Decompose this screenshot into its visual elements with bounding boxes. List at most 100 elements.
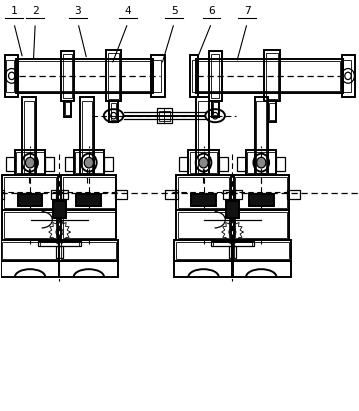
Text: 2: 2 [32, 6, 39, 16]
Bar [232, 240, 291, 261]
Bar [276, 157, 285, 171]
Bar [18, 61, 151, 91]
Bar [234, 242, 289, 259]
Bar [6, 157, 15, 171]
Text: 7: 7 [244, 6, 251, 16]
Bar [234, 210, 289, 240]
Bar [190, 152, 217, 173]
Bar [223, 190, 236, 199]
Circle shape [257, 157, 266, 168]
Bar [255, 97, 268, 175]
Bar [188, 150, 219, 175]
Bar [45, 157, 54, 171]
Bar [0, 190, 4, 199]
Bar [111, 103, 116, 120]
Bar [3, 210, 58, 240]
Bar [219, 157, 228, 171]
Circle shape [25, 157, 35, 168]
Bar [1, 261, 60, 277]
Bar [198, 102, 208, 173]
Bar [256, 102, 266, 173]
Bar [213, 102, 218, 115]
Bar [192, 60, 197, 92]
Bar [75, 152, 103, 173]
Bar [268, 102, 276, 122]
Bar [4, 177, 56, 208]
Bar [211, 54, 219, 98]
Bar [197, 61, 340, 91]
Bar [104, 157, 113, 171]
Bar [16, 152, 44, 173]
Bar [82, 102, 92, 173]
Text: 4: 4 [125, 6, 131, 16]
Text: 6: 6 [208, 6, 215, 16]
Bar [247, 152, 275, 173]
Bar [3, 242, 58, 259]
Bar [63, 177, 115, 208]
Bar [211, 241, 254, 246]
Bar [60, 240, 118, 261]
Bar [18, 194, 42, 206]
Bar [159, 111, 170, 120]
Bar [157, 109, 172, 123]
Bar [108, 53, 119, 99]
Bar [196, 97, 209, 175]
Bar [176, 210, 231, 240]
Bar [153, 60, 160, 92]
Bar [178, 212, 229, 238]
Bar [264, 51, 280, 102]
Bar [343, 60, 351, 92]
Circle shape [199, 157, 208, 168]
Bar [191, 194, 216, 206]
Bar [176, 242, 231, 259]
Bar [196, 58, 343, 93]
Bar [234, 175, 289, 210]
Bar [40, 242, 79, 245]
Bar [190, 55, 198, 97]
Bar [16, 58, 153, 93]
Bar [53, 201, 66, 218]
Text: 3: 3 [75, 6, 81, 16]
Bar [65, 102, 70, 115]
Bar [176, 175, 231, 210]
Bar [3, 175, 58, 210]
Bar [249, 194, 274, 206]
Bar [74, 150, 104, 175]
Text: 5: 5 [171, 6, 178, 16]
Bar [61, 210, 116, 240]
Bar [213, 242, 252, 245]
Bar [61, 175, 116, 210]
Bar [1, 240, 60, 261]
Bar [165, 190, 178, 199]
Bar [151, 55, 164, 97]
Bar [61, 242, 116, 259]
Bar [5, 55, 18, 97]
Bar [211, 101, 219, 117]
Bar [232, 261, 291, 277]
Bar [63, 54, 71, 98]
Bar [51, 190, 63, 199]
Bar [236, 177, 287, 208]
Bar [269, 103, 275, 120]
Bar [246, 150, 276, 175]
Bar [56, 190, 68, 199]
Bar [237, 157, 246, 171]
Bar [229, 246, 236, 258]
Bar [115, 190, 127, 199]
Bar [65, 157, 74, 171]
Bar [229, 190, 242, 199]
Bar [341, 55, 355, 97]
Bar [266, 53, 278, 99]
Bar [174, 261, 233, 277]
Bar [60, 261, 118, 277]
Bar [76, 194, 101, 206]
Bar [287, 190, 299, 199]
Bar [109, 102, 118, 122]
Bar [209, 51, 222, 101]
Bar [180, 157, 188, 171]
Bar [63, 212, 115, 238]
Bar [174, 240, 233, 261]
Bar [61, 51, 74, 101]
Circle shape [84, 157, 93, 168]
Bar [38, 241, 81, 246]
